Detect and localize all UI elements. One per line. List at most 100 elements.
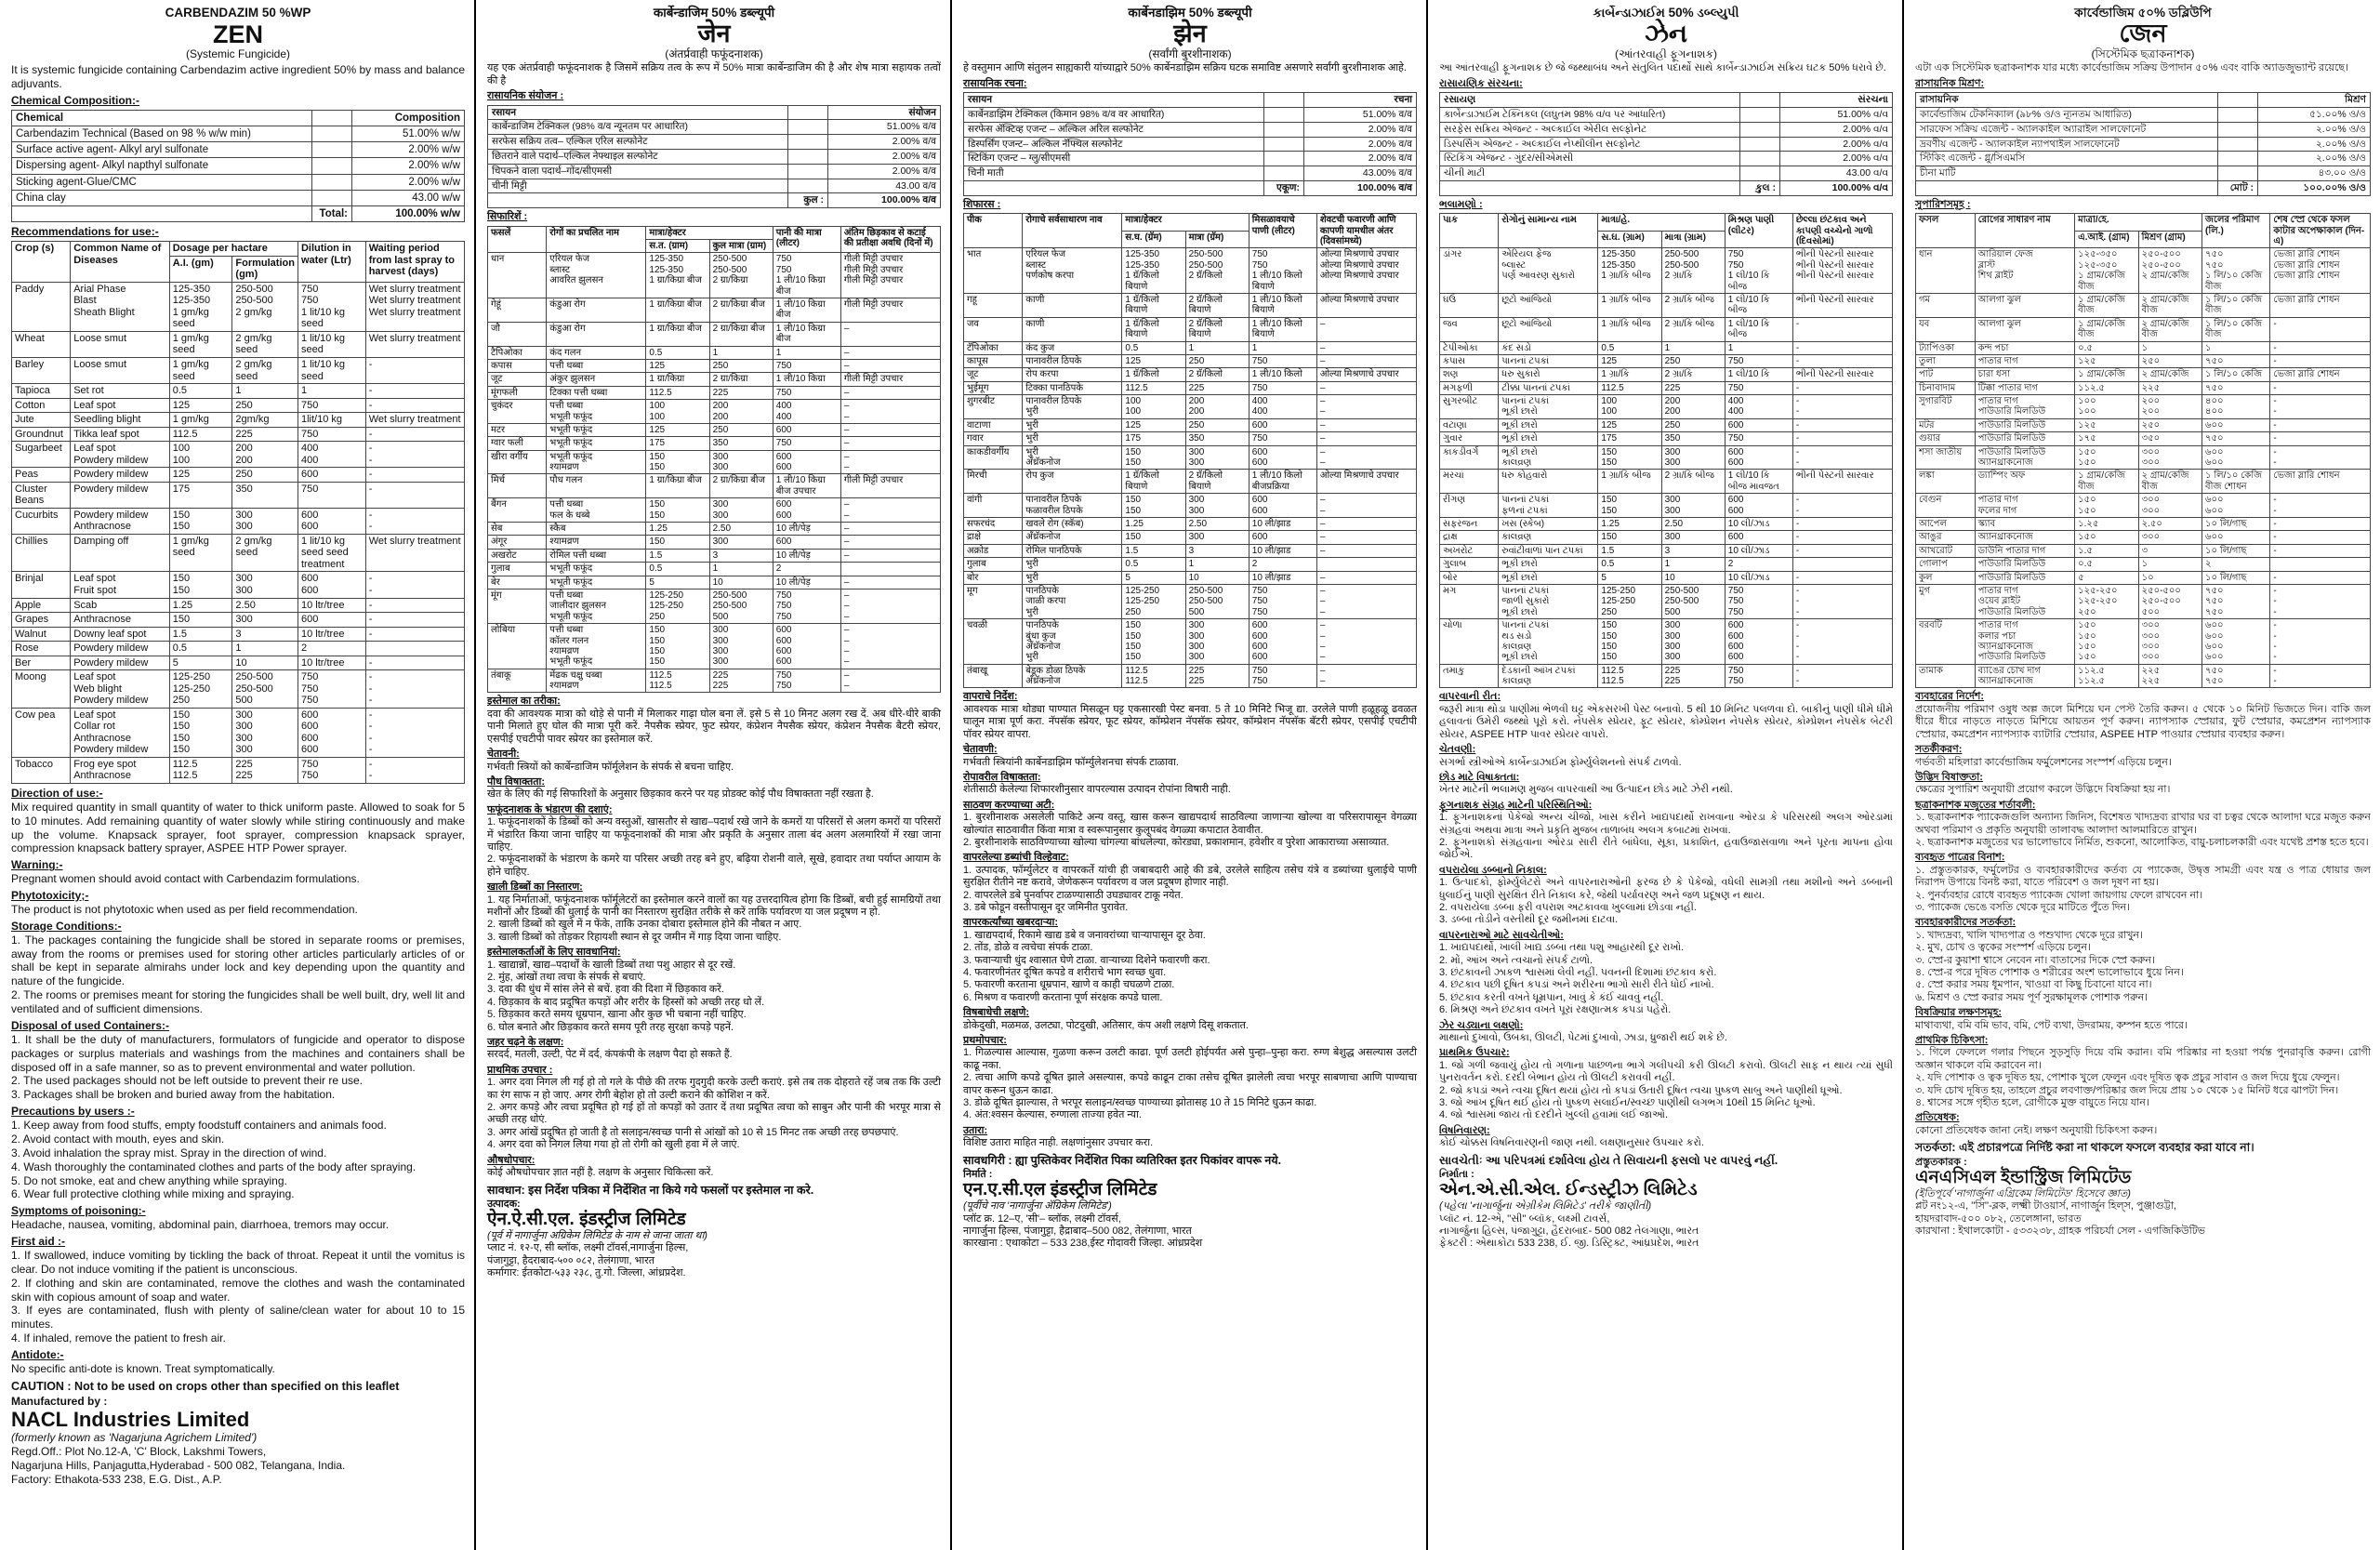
ai-cell: 1 gm/kg seed xyxy=(168,356,233,385)
section-text: માથાનો દુખાવો, ઉબકા, ઊલટી, પેટમાં દુખાવો… xyxy=(1439,1032,1727,1044)
ai-cell: 100 100 xyxy=(168,441,233,469)
crop-name: जूट xyxy=(962,367,1024,382)
section-heading: उतारा: xyxy=(963,1124,988,1136)
section-text: 1. ઉત્પાદકો, ફોર્મ્યુલેટરો અને વાપરનારાઓ… xyxy=(1439,877,1893,901)
formulation-cell: 250-500 250-500 500 xyxy=(1660,583,1726,620)
dilution-cell: ১ লি/১০ কেজি xyxy=(2202,367,2271,382)
ai-cell: ০.৫ xyxy=(2074,557,2139,572)
ai-cell: 150 150 xyxy=(1597,444,1662,470)
crop-name: Moong xyxy=(10,669,72,709)
crop-name: Cucurbits xyxy=(10,507,72,535)
crop-name: গোলাপ xyxy=(1915,557,1976,572)
dilution-cell: 1 ली/10 किलो बियाणे xyxy=(1248,316,1317,342)
formulation-cell: 3 xyxy=(708,548,774,563)
ai-cell: 150 150 xyxy=(645,497,710,523)
section-heading: વાપરનારાઓ માટે સાવચેતીઓ: xyxy=(1439,929,1564,941)
crop-name: खीरा वर्गीय xyxy=(486,449,548,475)
disease-cell: स्कैब xyxy=(546,522,647,537)
section-text: 2. त्वचा आणि कपडे दूषित झाले असल्यास, कप… xyxy=(963,1072,1417,1096)
formulation-cell: 300 300 xyxy=(1184,444,1250,470)
ai-cell: 150 150 150 150 xyxy=(1121,618,1186,665)
section-text: 1. The packages containing the fungicide… xyxy=(11,933,465,988)
section-heading: Symptoms of poisoning:- xyxy=(11,1204,146,1218)
disease-cell: Seedling blight xyxy=(70,412,170,428)
disease-cell: Tikka leaf spot xyxy=(70,426,170,443)
crop-row: सफरचंद खवले रोग (स्कॅब) 1.25 2.50 10 ली/झाड – xyxy=(962,516,1418,532)
composition-row: Sticking agent-Glue/CMC 2.00% w/w xyxy=(11,173,465,191)
ai-cell: 1.5 xyxy=(1121,543,1186,559)
section-text: 5. फवारणी करताना धूम्रपान, खाणे व काही च… xyxy=(963,979,1175,991)
formulation-cell: 300 300 xyxy=(1660,493,1726,518)
disease-cell: ભૂકી છારો કાલવ્રણ xyxy=(1498,444,1599,470)
dilution-cell: 750 xyxy=(772,385,841,401)
composition-row: Carbendazim Technical (Based on 98 % w/w… xyxy=(11,125,465,143)
composition-row: कार्बेन्डाजिम टेक्निकल (98% व/व न्यूनतम … xyxy=(487,119,941,136)
dilution-cell: 600 600 600 600 xyxy=(1724,618,1793,665)
chemical-value: 2.00% વ/વ xyxy=(1779,121,1893,138)
formulation-cell: 2 ગ્રા/કિ બીજ xyxy=(1660,292,1726,318)
ai-cell: ১ গ্রাম/কেজি বীজ xyxy=(2074,316,2139,342)
header-disease: Common Name of Diseases xyxy=(70,241,170,283)
crop-row: मिर्च पौध गलन 1 ग्रा/किग्रा बीज 2 ग्रा/किग्… xyxy=(486,473,942,499)
crop-name: Barley xyxy=(10,356,72,385)
waiting-cell: गीली मिट्टी उपचार xyxy=(840,372,942,387)
crop-row: चवळी पानठिपके बुंधा कुज अँथ्रॅकनोज भुरी 150 15… xyxy=(962,618,1418,665)
section-heading: વાપરવાની રીત: xyxy=(1439,691,1501,703)
crop-name: বেগুন xyxy=(1915,493,1976,518)
section-text: 4. अंत:श्वसन केल्यास, रुग्णाला ताज्या हव… xyxy=(963,1109,1142,1121)
disease-cell: পাউডারি মিলডিউ xyxy=(1974,431,2076,446)
section-text: 2. If clothing and skin are contaminated… xyxy=(11,1276,465,1304)
section-text: 1. फफूंदनाशकों के डिब्बों को अन्य वस्तुओ… xyxy=(487,816,941,853)
section-heading: प्राथमिक उपचार : xyxy=(487,1064,553,1076)
crop-row: गुलाब भुरी 0.5 1 2 xyxy=(962,557,1418,572)
crop-name: કાકડીવર્ગ xyxy=(1438,444,1500,470)
waiting-cell: - xyxy=(1792,380,1894,396)
disease-cell: रोप कुज xyxy=(1022,469,1123,495)
disease-cell: Powdery mildew xyxy=(70,481,170,509)
waiting-cell: – xyxy=(1316,543,1418,559)
waiting-cell: ભીની પેસ્ટની સારવાર ભીની પેસ્ટની સારવાર ભી… xyxy=(1792,247,1894,294)
composition-table: રસાયણ સંરચના કાર્બેન્ડાઝાઈમ ટેક્નિકલ (લઘુત… xyxy=(1439,92,1893,196)
composition-col-value: रचना xyxy=(1303,92,1417,109)
ai-cell: 150 150 xyxy=(1121,444,1186,470)
ai-cell: 1.25 xyxy=(168,597,233,614)
dilution-cell: 600 xyxy=(1724,417,1793,433)
waiting-cell: ভেজা স্লারি শোধন xyxy=(2269,469,2371,495)
crop-name: Wheat xyxy=(10,330,72,358)
disease-cell: કંદ સડો xyxy=(1498,340,1599,355)
chemical-name: স্টিকিং এজেন্ট - গ্লু/সিএমসি xyxy=(1915,151,2218,167)
waiting-cell: – xyxy=(1316,431,1418,446)
crop-row: तंबाकू मेंढक चक्षु धब्बा श्यामव्रण 112.5 112… xyxy=(486,668,942,694)
chemical-name: સરફેસ સક્રિય એજન્ટ - અલ્કાઈલ એરીલ સલ્ફોન… xyxy=(1439,121,1740,138)
section-heading: Phytotoxicity;- xyxy=(11,889,89,903)
ai-cell: 1 ગ્રા/કિ બીજ xyxy=(1597,292,1662,318)
crop-row: তামাক ব্যাঙের চোখ দাগ অ্যানথ্রাকনোজ ১১২.৫ ১১… xyxy=(1915,663,2371,689)
disease-cell: अँथ्रॅकनोज xyxy=(1022,530,1123,545)
crop-name: अंगूर xyxy=(486,535,548,550)
formulation-cell: ৩ xyxy=(2137,543,2203,559)
formulation-cell: 250-500 250-500 2 ग्रा/किग्रा xyxy=(708,252,774,298)
ai-cell: 125 xyxy=(1597,353,1662,369)
section-heading: खाली डिब्बों का निस्तारण: xyxy=(487,881,583,894)
composition-table: रसायन संयोजन कार्बेन्डाजिम टेक्निकल (98% व… xyxy=(487,104,941,209)
formulation-cell: ৩০০ ৩০০ ৩০০ ৩০০ xyxy=(2137,618,2203,665)
brand-name: झेन xyxy=(1173,20,1207,48)
section-text: 1. अगर दवा निगल ली गई हो तो गले के पीछे … xyxy=(487,1077,941,1101)
address-line: প্লট নং১২-এ, ''সি''-ব্লক, লক্ষ্মী টাওয়া… xyxy=(1915,1200,2176,1212)
disease-cell: पानावरील ठिपके xyxy=(1022,353,1123,369)
section-text: सरदर्द, मतली, उल्टी, पेट में दर्द, कंपकं… xyxy=(487,1049,733,1061)
crop-row: ચોળા પાનનાં ટપકાં થડ સડો કાલવ્રણ ભૂકી છારો 15… xyxy=(1438,618,1894,665)
crop-name: अक्रोड xyxy=(962,543,1024,559)
chemical-name: চীনা মাটি xyxy=(1915,166,2218,182)
waiting-cell: -- xyxy=(364,441,466,469)
waiting-cell: - xyxy=(2269,340,2371,355)
reco-header-row-2: A.I. (gm) Formulation (gm) xyxy=(12,255,465,283)
dilution-cell: 1 લી/10 કિ બીજ માવજત xyxy=(1724,469,1793,495)
formulation-cell: 2.50 xyxy=(231,597,298,614)
dilution-cell: 1 ली/10 किग्रा xyxy=(772,372,841,387)
crop-name: जूट xyxy=(486,372,548,387)
formulation-cell: 2 ग्रा/किग्रा xyxy=(708,372,774,387)
crop-name: Cow pea xyxy=(10,707,72,758)
formulation-cell: 250 xyxy=(1184,353,1250,369)
crop-row: Cucurbits Powdery mildew Anthracnose 150 150… xyxy=(10,507,466,535)
